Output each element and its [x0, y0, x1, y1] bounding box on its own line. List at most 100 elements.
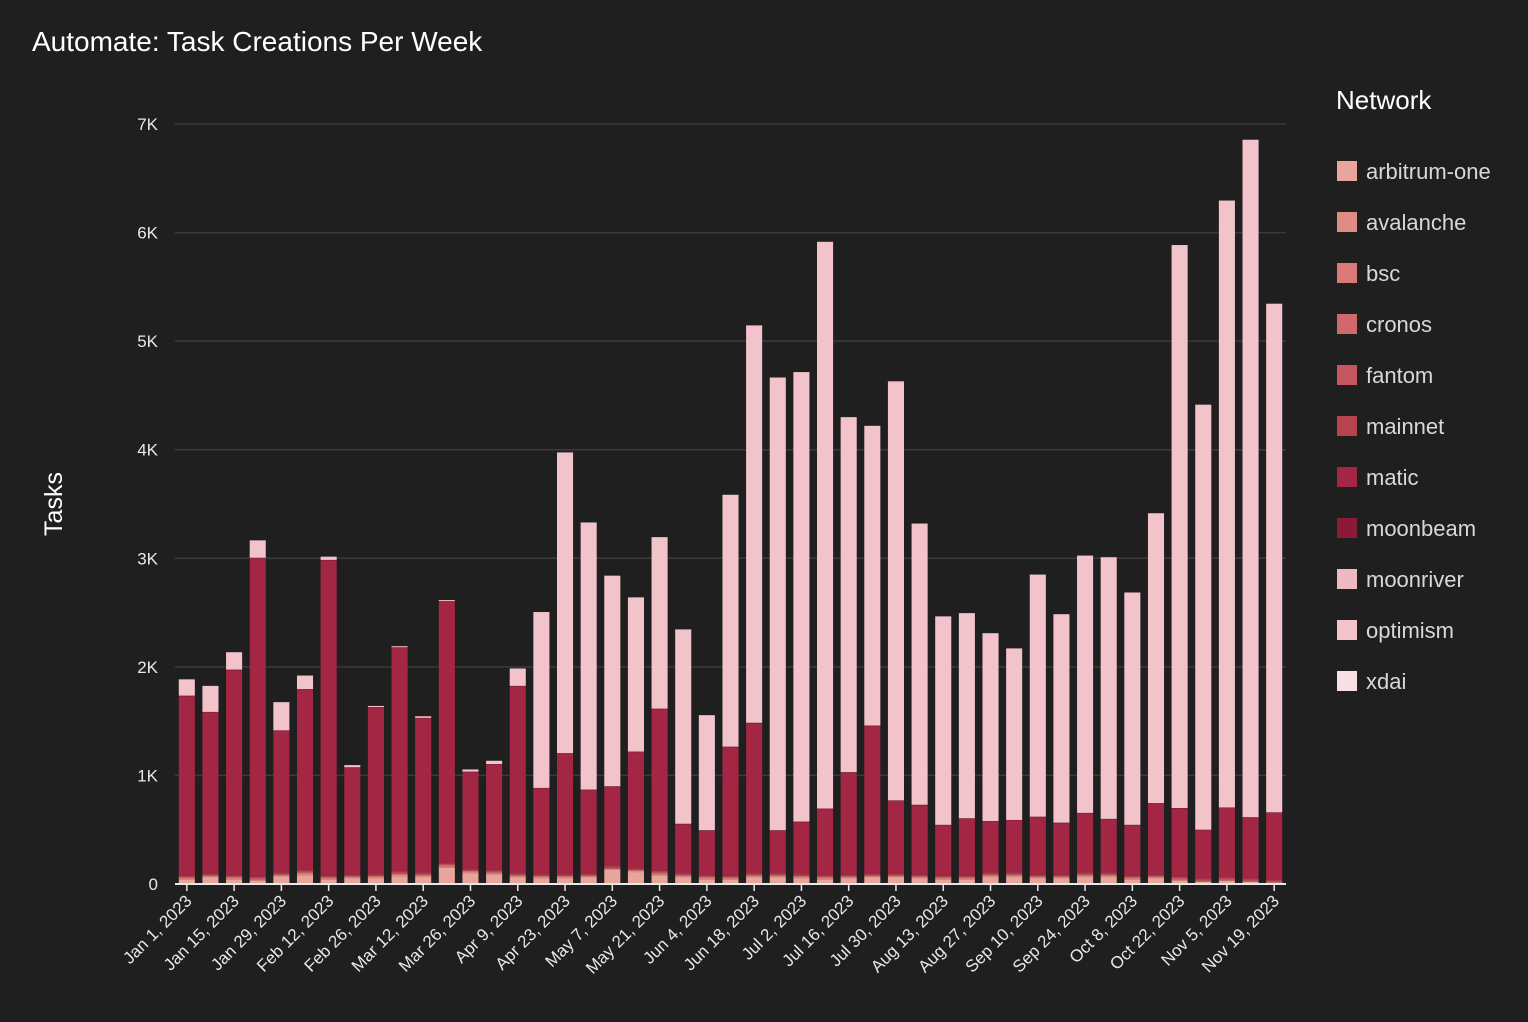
bar-segment: [935, 825, 952, 876]
bar-segment: [533, 612, 550, 788]
bar-segment: [226, 669, 243, 671]
bar-segment: [1124, 824, 1141, 826]
bar-segment: [178, 679, 195, 696]
bar-segment: [958, 876, 975, 878]
bar-segment: [675, 873, 692, 875]
bar-segment: [344, 877, 361, 879]
bar-segment: [722, 879, 739, 884]
bar-segment: [178, 879, 195, 884]
bar-segment: [462, 771, 479, 773]
legend-label: moonbeam: [1366, 516, 1476, 541]
bar-segment: [226, 875, 243, 877]
bar-segment: [840, 874, 857, 876]
bar-segment: [1266, 881, 1283, 883]
bar-segment: [1171, 808, 1188, 877]
bar-segment: [486, 870, 503, 872]
bar-segment: [178, 878, 195, 880]
bar-segment: [675, 876, 692, 878]
bar-segment: [1195, 881, 1212, 882]
legend-label: optimism: [1366, 618, 1454, 643]
bar-segment: [1195, 879, 1212, 881]
bar-segment: [273, 876, 290, 884]
bar-segment: [296, 875, 314, 884]
bar-segment: [556, 876, 574, 878]
bar-segment: [817, 876, 834, 877]
bar-segment: [1100, 872, 1117, 874]
bar-segment: [1171, 878, 1188, 879]
bar-segment: [1195, 880, 1212, 881]
bar-segment: [627, 869, 644, 871]
bar-segment: [627, 872, 644, 884]
bar-segment: [1171, 245, 1188, 809]
bar-segment: [627, 869, 644, 870]
bar-segment: [1029, 816, 1046, 818]
bar-segment: [273, 874, 290, 876]
bar-segment: [817, 875, 834, 877]
bar-segment: [1218, 808, 1235, 878]
bar-segment: [864, 876, 881, 878]
bar-segment: [651, 873, 668, 875]
bar-segment: [722, 747, 739, 876]
bar-segment: [462, 871, 479, 873]
bar-segment: [1006, 874, 1023, 876]
bar-segment: [840, 876, 857, 877]
bar-segment: [1171, 879, 1188, 881]
bar-segment: [1266, 812, 1283, 813]
bar-segment: [1053, 822, 1070, 824]
bar-segment: [793, 876, 810, 878]
bar-segment: [1171, 879, 1188, 880]
bar-segment: [935, 616, 952, 825]
bar-segment: [911, 878, 928, 884]
bar-segment: [887, 874, 905, 876]
bar-segment: [1029, 876, 1046, 878]
bar-segment: [817, 876, 834, 878]
bar-segment: [1077, 877, 1094, 884]
bar-segment: [722, 878, 739, 880]
bar-segment: [580, 873, 597, 875]
bar-segment: [722, 877, 739, 879]
bar-segment: [769, 876, 786, 878]
bar-segment: [320, 878, 337, 879]
bar-segment: [769, 874, 786, 876]
bar-segment: [958, 877, 975, 879]
bar-segment: [651, 872, 668, 874]
bar-segment: [1218, 807, 1235, 808]
bar-segment: [509, 874, 526, 875]
bar-segment: [746, 876, 763, 878]
bar-segment: [344, 767, 361, 875]
bar-segment: [367, 877, 384, 879]
bar-segment: [627, 752, 644, 869]
y-tick-label: 3K: [137, 549, 158, 568]
bar-segment: [1029, 877, 1046, 879]
bar-segment: [367, 707, 384, 875]
bar-segment: [178, 875, 195, 877]
bar-segment: [296, 689, 314, 690]
bar-segment: [887, 381, 905, 801]
bar-segment: [1124, 876, 1141, 878]
legend-swatch: [1337, 518, 1357, 538]
bar-segment: [1171, 880, 1188, 884]
bar-segment: [1006, 873, 1023, 875]
bar-segment: [1242, 880, 1259, 882]
y-tick-label: 4K: [137, 441, 158, 460]
bar-segment: [367, 875, 384, 876]
bar-segment: [675, 629, 692, 824]
bar-segment: [651, 708, 668, 710]
bar-segment: [1100, 819, 1117, 873]
bar-segment: [1029, 875, 1046, 877]
bar-segment: [864, 877, 881, 884]
bar-segment: [367, 705, 384, 708]
bar-segment: [391, 872, 408, 874]
bar-segment: [604, 786, 621, 787]
bar-segment: [887, 800, 905, 801]
bar-segment: [698, 878, 715, 880]
bar-segment: [391, 874, 408, 877]
bar-segment: [675, 875, 692, 877]
bar-segment: [249, 540, 266, 558]
bar-segment: [1242, 878, 1259, 880]
bar-segment: [556, 875, 574, 877]
bar-segment: [296, 873, 314, 876]
bar-segment: [698, 830, 715, 876]
bar-segment: [1053, 614, 1070, 823]
bar-segment: [1029, 817, 1046, 875]
